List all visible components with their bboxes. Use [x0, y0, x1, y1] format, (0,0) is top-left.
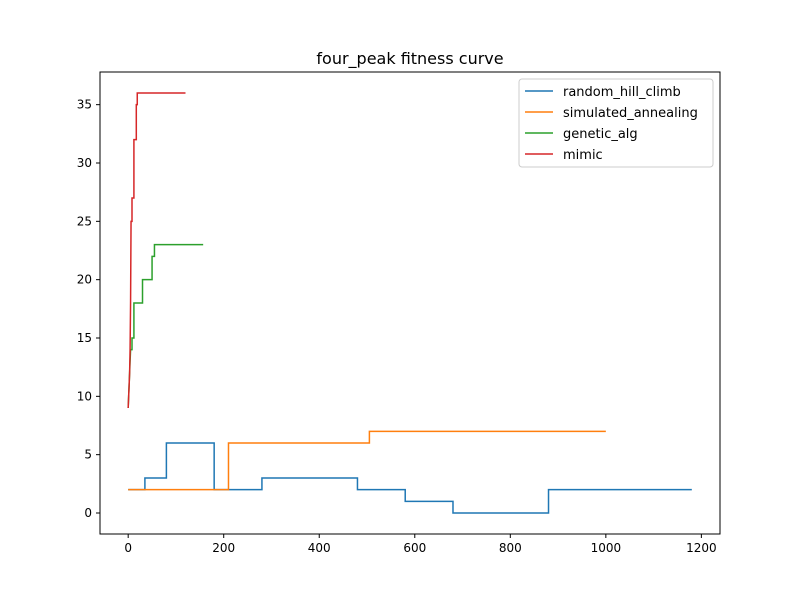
y-tick-label: 10 [77, 389, 92, 403]
x-tick-label: 800 [499, 541, 522, 555]
y-tick-label: 0 [84, 506, 92, 520]
y-tick-label: 15 [77, 331, 92, 345]
legend-label-mimic: mimic [563, 148, 603, 163]
x-tick-label: 0 [124, 541, 132, 555]
x-tick-label: 200 [212, 541, 235, 555]
series-line-genetic-alg [127, 243, 204, 409]
y-tick-label: 30 [77, 156, 92, 170]
x-tick-label: 1000 [591, 541, 622, 555]
legend-box [518, 78, 714, 168]
plot-lines [127, 92, 692, 514]
x-tick-label: 400 [308, 541, 331, 555]
y-tick-label: 20 [77, 273, 92, 287]
legend-label-simulated-annealing: simulated_annealing [563, 106, 698, 121]
series-line-simulated-annealing [128, 430, 606, 491]
plot-frame [99, 71, 721, 535]
y-axis: 0 5 10 15 20 25 30 35 [77, 98, 100, 520]
y-tick-label: 35 [77, 98, 92, 112]
legend-label-genetic-alg: genetic_alg [563, 127, 638, 142]
chart-title: four_peak fitness curve [316, 49, 503, 69]
legend: random_hill_climb simulated_annealinggene… [518, 78, 714, 168]
x-tick-label: 1200 [686, 541, 717, 555]
legend-label-random-hill-climb: random_hill_climb [563, 85, 681, 100]
y-tick-label: 5 [84, 448, 92, 462]
series-line-random-hill-climb [128, 442, 692, 514]
y-tick-label: 25 [77, 214, 92, 228]
x-axis: 0 200 400 600 800 1000 1200 [124, 534, 717, 555]
x-tick-label: 600 [403, 541, 426, 555]
series-line-mimic [127, 92, 186, 409]
